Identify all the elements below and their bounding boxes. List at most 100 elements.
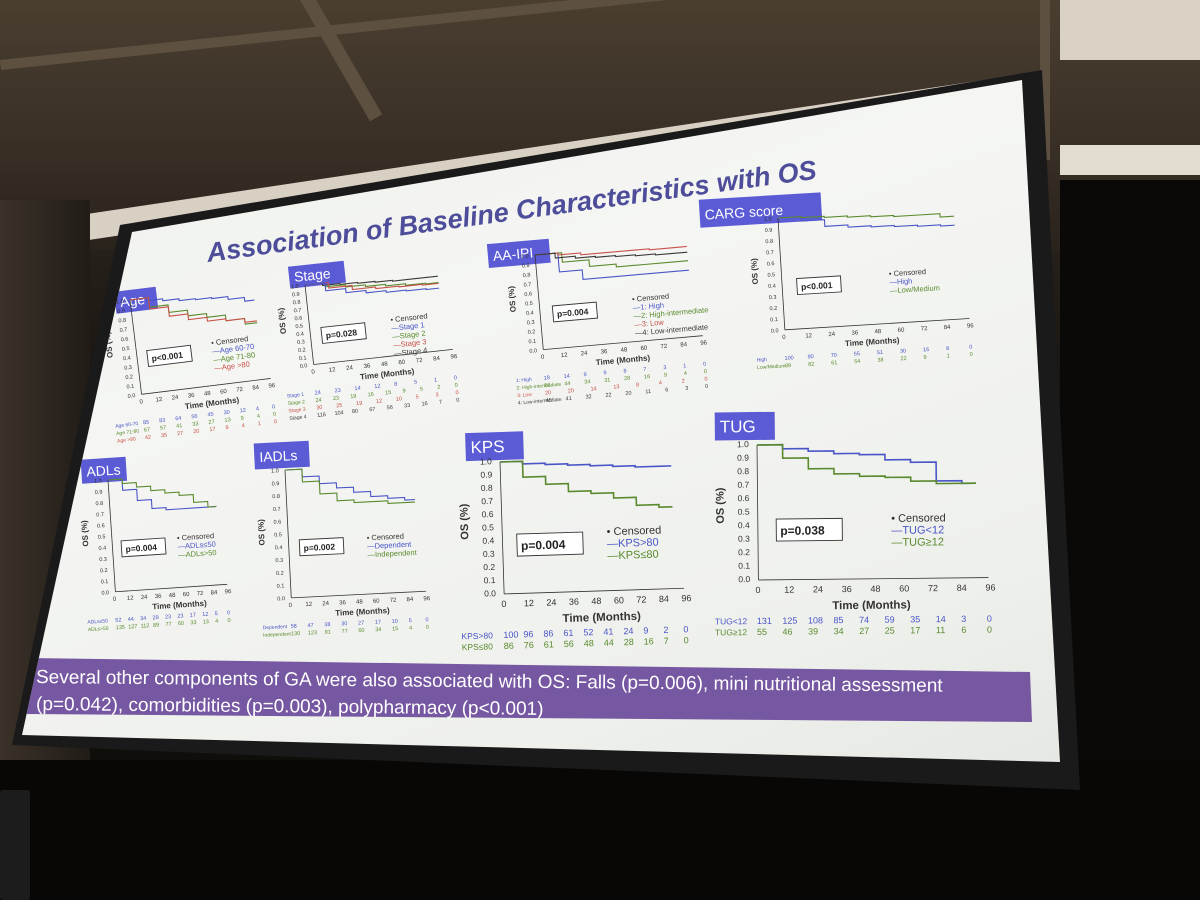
risk-table-value: 83 xyxy=(159,418,166,425)
y-axis-label: OS (%) xyxy=(80,520,91,547)
risk-table-value: 0 xyxy=(683,624,688,634)
risk-table-value: 135 xyxy=(116,625,126,632)
risk-table-label: TUG≥12 xyxy=(715,627,747,637)
panel-label: KPS xyxy=(470,437,505,457)
legend-censored: • Censored xyxy=(177,531,215,542)
legend-censored: • Censored xyxy=(606,525,661,539)
risk-table-value: 123 xyxy=(308,630,317,636)
legend-entry: —Stage 3 xyxy=(393,337,427,350)
legend-entry: —High xyxy=(889,276,912,286)
x-axis-label: Time (Months) xyxy=(562,611,641,625)
x-tick-label: 96 xyxy=(423,596,431,602)
ceiling-beam xyxy=(1060,145,1200,175)
km-panel-kps: KPS 0.0 0.1 0.2 0.3 0.4 0.5 0.6 0.7 0.8 0.9 1.0 OS (… xyxy=(458,431,692,652)
x-tick-label: 24 xyxy=(828,332,836,338)
risk-table-label: Stage 4 xyxy=(289,414,307,422)
x-tick-label: 96 xyxy=(700,340,708,347)
x-axis xyxy=(504,587,685,595)
y-tick-label: 1.0 xyxy=(116,299,124,306)
risk-table-value: 24 xyxy=(623,626,633,636)
risk-table-value: 0 xyxy=(227,610,230,616)
y-axis-label: OS (%) xyxy=(103,331,115,358)
p-value: p<0.001 xyxy=(151,350,184,364)
y-tick-label: 0.0 xyxy=(484,588,496,598)
risk-table-value: 35 xyxy=(161,433,168,440)
legend-entry: —Dependent xyxy=(367,540,413,551)
y-tick-label: 0.2 xyxy=(528,329,536,336)
y-tick-label: 0.2 xyxy=(125,374,133,381)
y-tick-label: 0.3 xyxy=(527,320,535,327)
risk-table-value: 32 xyxy=(585,394,592,401)
risk-table-value: 60 xyxy=(358,628,364,634)
x-tick-label: 60 xyxy=(640,346,648,353)
risk-table-value: 9 xyxy=(664,372,668,378)
y-tick-label: 1.0 xyxy=(764,216,772,222)
risk-table-value: 20 xyxy=(545,390,552,397)
x-tick-label: 72 xyxy=(390,598,398,604)
y-tick-label: 0.3 xyxy=(99,557,107,563)
risk-table-value: 56 xyxy=(564,639,574,649)
y-axis xyxy=(756,444,759,580)
risk-table-value: 30 xyxy=(900,348,906,354)
y-tick-label: 0.7 xyxy=(766,250,774,256)
risk-table-label: Age 60-70 xyxy=(115,421,139,430)
risk-table-value: 44 xyxy=(604,638,614,648)
km-curve xyxy=(777,213,955,219)
panel-label: ADLs xyxy=(86,461,121,479)
legend-censored: • Censored xyxy=(891,512,946,525)
km-panel-age: Age 0.0 0.1 0.2 0.3 0.4 0.5 0.6 0.7 0.8 0.9 1.0 OS (… xyxy=(103,286,277,445)
x-axis-label: Time (Months) xyxy=(152,599,207,612)
y-tick-label: 0.6 xyxy=(767,261,775,267)
risk-table-value: 76 xyxy=(524,640,534,650)
risk-table-value: 8 xyxy=(636,382,640,388)
y-tick-label: 0.5 xyxy=(767,272,775,278)
risk-table-value: 5 xyxy=(409,618,412,624)
y-axis xyxy=(777,217,786,330)
x-tick-label: 60 xyxy=(220,389,228,396)
x-tick-label: 12 xyxy=(127,596,135,602)
x-tick-label: 12 xyxy=(524,598,534,608)
y-tick-label: 0.8 xyxy=(481,483,493,493)
y-tick-label: 0.4 xyxy=(275,545,283,551)
risk-table-value: 61 xyxy=(544,639,554,649)
p-value-box xyxy=(796,275,842,296)
y-tick-label: 0.2 xyxy=(769,306,777,312)
risk-table-value: 3 xyxy=(435,392,439,398)
risk-table-value: 5 xyxy=(415,394,419,400)
risk-table-value: 3 xyxy=(663,365,667,371)
y-tick-label: 1.0 xyxy=(94,478,102,484)
slide-content: Association of Baseline Characteristics … xyxy=(26,155,1032,722)
risk-table-value: 12 xyxy=(240,408,247,415)
y-tick-label: 0.5 xyxy=(274,532,282,538)
risk-table-value: 33 xyxy=(404,403,411,410)
risk-table-label: 2: High-intermediate xyxy=(516,382,562,392)
risk-table-value: 9 xyxy=(402,388,406,394)
y-tick-label: 0.6 xyxy=(97,523,105,529)
risk-table-value: 2 xyxy=(437,384,441,390)
risk-table-value: 6 xyxy=(665,387,669,393)
risk-table-value: 33 xyxy=(192,421,199,428)
risk-table-value: 20 xyxy=(193,429,200,436)
km-curve xyxy=(534,251,688,259)
risk-table-value: 104 xyxy=(334,410,344,417)
legend-censored: • Censored xyxy=(632,292,670,304)
x-tick-label: 12 xyxy=(784,585,794,595)
risk-table-value: 5 xyxy=(414,379,418,385)
risk-table-value: 4 xyxy=(659,380,663,386)
y-tick-label: 1.0 xyxy=(480,456,492,466)
y-tick-label: 1.0 xyxy=(737,439,749,449)
x-axis xyxy=(291,590,427,599)
p-value-box xyxy=(516,531,584,557)
legend-entry: —KPS>80 xyxy=(607,537,659,551)
risk-table-value: 34 xyxy=(140,616,147,622)
y-tick-label: 0.3 xyxy=(124,365,132,372)
x-tick-label: 60 xyxy=(898,327,906,333)
x-tick-label: 84 xyxy=(211,590,219,596)
legend-entry: —Stage 4 xyxy=(394,346,428,359)
risk-table-value: 8 xyxy=(394,382,398,388)
footer-note-line2: (p=0.042), comorbidities (p=0.003), poly… xyxy=(36,694,544,720)
risk-table-value: 116 xyxy=(317,412,326,419)
risk-table-value: 67 xyxy=(369,407,376,414)
y-tick-label: 0.0 xyxy=(738,574,750,584)
